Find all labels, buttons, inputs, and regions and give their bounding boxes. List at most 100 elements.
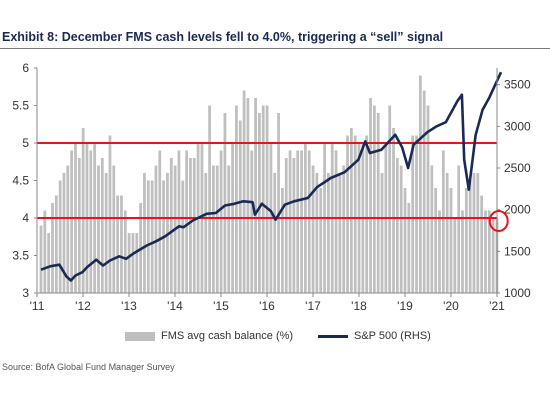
cash-bar	[480, 195, 484, 293]
cash-bar	[376, 113, 380, 293]
cash-bar	[81, 128, 85, 293]
cash-bar	[369, 98, 372, 293]
cash-bar	[300, 150, 303, 293]
cash-bar	[415, 135, 418, 293]
legend-item-sp500: S&P 500 (RHS)	[318, 330, 431, 342]
right-tick-label: 2500	[504, 161, 531, 175]
cash-bar	[143, 173, 146, 293]
right-tick-label: 3000	[504, 119, 531, 133]
cash-bar	[204, 173, 208, 293]
cash-bar	[123, 210, 127, 293]
cash-bar	[491, 218, 495, 293]
legend-label-cash: FMS avg cash balance (%)	[161, 330, 294, 342]
highlight-circle	[488, 210, 509, 232]
page-title: Exhibit 8: December FMS cash levels fell…	[2, 30, 444, 44]
cash-bar	[307, 150, 311, 293]
cash-bar	[380, 173, 384, 293]
cash-bar	[77, 158, 81, 293]
cash-bar	[223, 113, 227, 293]
x-tick-label: '12	[75, 299, 91, 313]
cash-bar	[484, 210, 487, 293]
cash-bar	[284, 158, 288, 293]
cash-bar	[58, 180, 62, 293]
cash-bar	[334, 150, 338, 293]
cash-bar	[242, 90, 246, 293]
cash-bar	[350, 128, 353, 293]
title-divider	[0, 48, 550, 49]
cash-bar	[104, 173, 108, 293]
legend-swatch-line	[318, 334, 348, 338]
x-tick-label: '13	[121, 299, 137, 313]
cash-bar	[219, 150, 223, 293]
cash-bar	[411, 135, 415, 293]
cash-bar	[54, 195, 58, 293]
cash-bar	[238, 120, 242, 293]
cash-bar	[246, 98, 250, 293]
left-tick-label: 5.5	[12, 99, 29, 113]
cash-bar	[338, 173, 342, 293]
x-tick-label: '14	[167, 299, 183, 313]
cash-bar	[399, 165, 403, 293]
cash-bar	[215, 165, 219, 293]
cash-bar	[43, 210, 47, 293]
cash-bar	[116, 195, 120, 293]
cash-bar	[315, 173, 319, 293]
cash-bar	[468, 180, 472, 293]
x-tick-label: '20	[443, 299, 459, 313]
cash-bar	[158, 150, 162, 293]
cash-bar	[296, 150, 300, 293]
axes: 3 3.5 4 4.5 5 5.5 6 1000 1500 2000 2500 3000 3500 '11…	[12, 61, 531, 313]
cash-bar	[250, 150, 254, 293]
cash-bar	[342, 165, 346, 293]
cash-bar	[395, 158, 399, 293]
cash-bar	[131, 233, 135, 293]
cash-bar	[89, 150, 93, 293]
cash-bar	[353, 135, 357, 293]
cash-bar	[277, 113, 280, 293]
cash-bar	[150, 180, 154, 293]
cash-bar	[254, 98, 257, 293]
cash-bar	[227, 165, 231, 293]
x-tick-label: '19	[397, 299, 413, 313]
cash-bar	[235, 105, 238, 293]
cash-bar	[208, 105, 211, 293]
cash-bar	[185, 150, 188, 293]
legend-item-cash: FMS avg cash balance (%)	[125, 330, 293, 342]
x-tick-label: '11	[30, 299, 45, 313]
left-tick-label: 4	[22, 211, 29, 225]
left-tick-label: 4.5	[12, 174, 29, 188]
source-note: Source: BofA Global Fund Manager Survey	[2, 362, 175, 372]
cash-bar	[449, 188, 453, 293]
cash-bar	[453, 218, 457, 293]
right-tick-label: 1000	[504, 286, 531, 300]
legend-swatch-bars	[125, 331, 155, 341]
cash-bar	[426, 105, 430, 293]
right-tick-label: 3500	[504, 78, 531, 92]
cash-bar	[388, 105, 392, 293]
cash-bar	[154, 165, 158, 293]
cash-bar	[464, 188, 468, 293]
sp500-line-group	[40, 71, 503, 282]
cash-bar	[430, 165, 434, 293]
cash-bar	[135, 233, 139, 293]
cash-bar	[441, 150, 445, 293]
right-tick-label: 1500	[504, 244, 531, 258]
cash-bar	[120, 195, 123, 293]
cash-bar	[66, 165, 70, 293]
cash-bar	[97, 165, 100, 293]
cash-bar	[445, 173, 449, 293]
cash-bar	[372, 105, 376, 293]
cash-bar	[457, 165, 461, 293]
cash-bar	[472, 173, 476, 293]
cash-bar	[281, 188, 284, 293]
cash-bar	[407, 203, 411, 293]
cash-bar	[169, 158, 173, 293]
cash-bar	[177, 150, 181, 293]
cash-bar	[265, 105, 269, 293]
cash-bar	[319, 188, 323, 293]
left-tick-label: 3	[22, 286, 29, 300]
legend-label-sp500: S&P 500 (RHS)	[354, 330, 431, 342]
cash-bar	[327, 173, 330, 293]
cash-bar	[39, 225, 43, 293]
cash-bar	[487, 210, 491, 293]
